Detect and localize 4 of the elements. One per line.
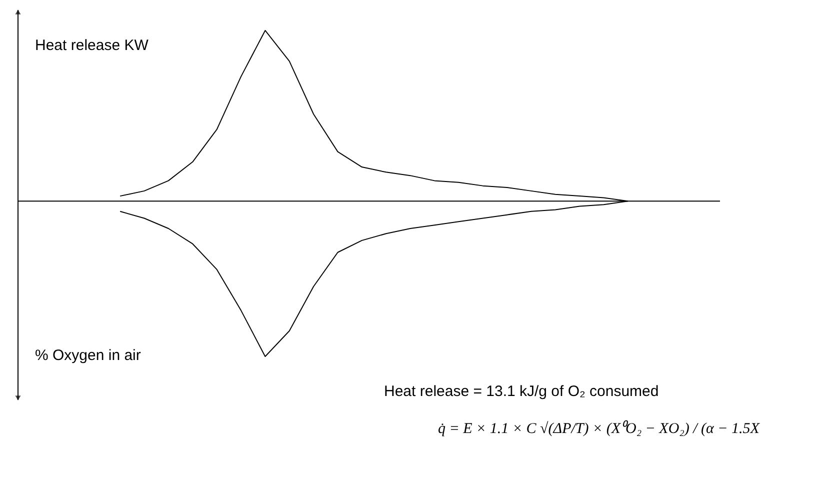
annotation: % Oxygen in air xyxy=(35,347,141,364)
annotation: Heat release KW xyxy=(35,37,150,54)
text: Heat release = 13.1 kJ/g of O₂ consumed xyxy=(384,383,659,400)
text: q̇ = E × 1.1 × C √(ΔP/T) × (X⁰O₂ − XO₂) / (α − 1.5X xyxy=(438,420,760,437)
